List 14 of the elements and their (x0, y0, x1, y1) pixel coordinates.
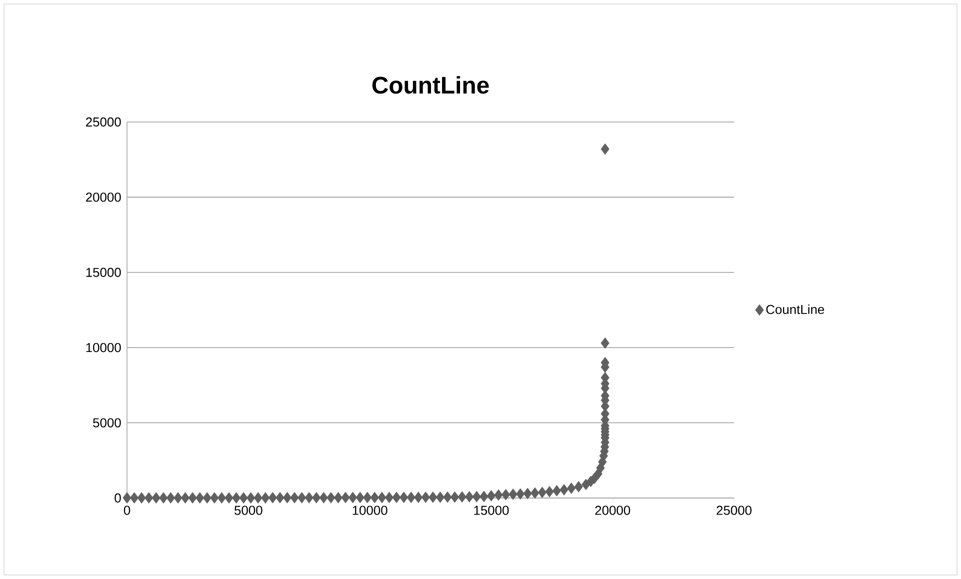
x-tick-label: 0 (124, 506, 130, 515)
y-tick-label: 15000 (86, 268, 121, 277)
x-tick-label: 15000 (474, 506, 509, 515)
x-tick-label: 20000 (595, 506, 630, 515)
x-tick-label: 5000 (234, 506, 262, 515)
y-tick-label: 5000 (93, 418, 121, 428)
x-tick-label: 10000 (352, 506, 388, 515)
x-tick-label: 25000 (716, 506, 752, 515)
y-tick-label: 10000 (86, 343, 121, 352)
y-tick-label: 20000 (86, 192, 121, 202)
chart-title: CountLine (372, 76, 489, 94)
legend-label: CountLine (766, 304, 824, 314)
y-tick-label: 0 (114, 493, 121, 503)
y-tick-label: 25000 (86, 117, 121, 127)
